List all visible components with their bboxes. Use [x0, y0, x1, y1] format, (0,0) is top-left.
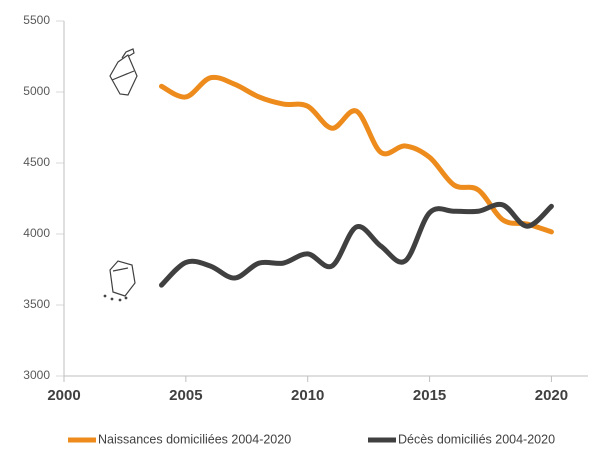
x-tick-label: 2015	[413, 387, 446, 404]
coffin-icon	[103, 260, 136, 302]
y-tick-label: 3000	[23, 368, 50, 382]
bottle-icon	[109, 48, 138, 96]
series-line	[158, 201, 554, 288]
y-tick-label: 4500	[23, 155, 50, 169]
legend-label: Décès domiciliés 2004-2020	[398, 432, 555, 446]
x-tick-label: 2010	[291, 387, 324, 404]
y-tick-label: 3500	[23, 297, 50, 311]
series-line	[158, 74, 554, 235]
y-tick-label: 5500	[23, 13, 50, 27]
x-tick-label: 2005	[169, 387, 202, 404]
x-tick-label: 2000	[47, 387, 80, 404]
y-tick-label: 4000	[23, 226, 50, 240]
y-tick-label: 5000	[23, 84, 50, 98]
x-tick-label: 2020	[535, 387, 568, 404]
legend-label: Naissances domiciliées 2004-2020	[98, 432, 291, 446]
